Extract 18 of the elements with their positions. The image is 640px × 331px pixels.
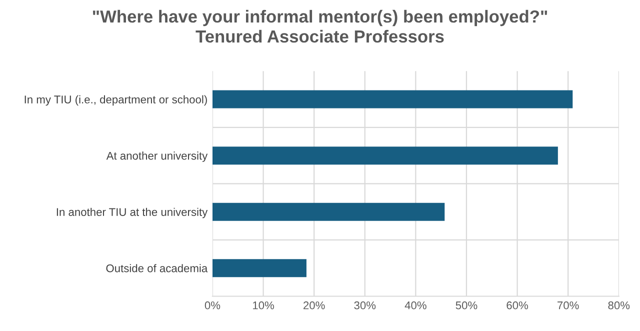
y-tick-label: At another university <box>106 152 208 162</box>
x-tick-label: 30% <box>354 301 376 310</box>
y-tick-label: In another TIU at the university <box>56 208 208 218</box>
bar <box>212 259 306 278</box>
x-tick-label: 10% <box>253 301 274 310</box>
y-tick-label: Outside of academia <box>106 264 208 272</box>
chart-title: "Where have your informal mentor(s) been employed?" Tenured Associate Professors <box>92 10 548 43</box>
bar <box>212 202 445 221</box>
x-tick-label: 50% <box>456 301 478 310</box>
y-tick-label: In my TIU (i.e., department or school) <box>24 95 207 106</box>
x-tick-label: 40% <box>404 301 426 310</box>
x-tick-label: 20% <box>304 301 325 310</box>
bar <box>212 146 558 165</box>
x-tick-label: 0% <box>204 301 220 310</box>
x-tick-label: 60% <box>506 301 528 310</box>
x-tick-label: 80% <box>608 301 630 310</box>
x-tick-label: 70% <box>558 301 579 310</box>
bar <box>212 90 573 108</box>
